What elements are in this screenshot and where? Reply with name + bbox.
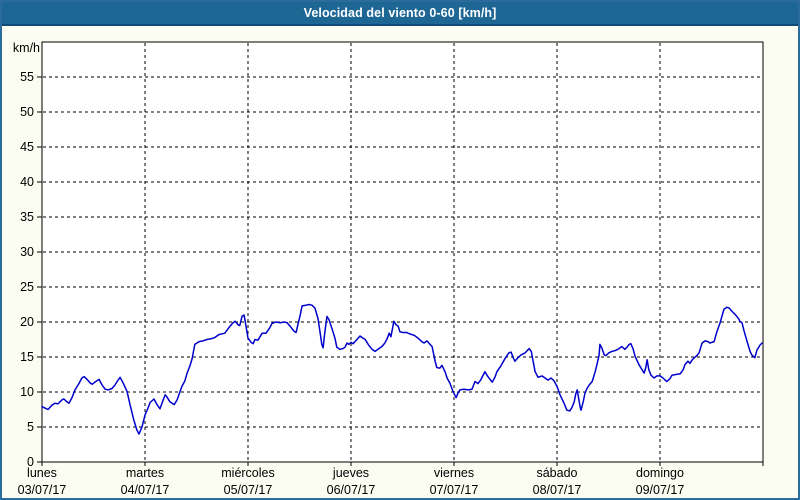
x-date-label: 05/07/17 — [224, 483, 273, 497]
x-day-label: martes — [126, 466, 164, 480]
y-tick-label: 55 — [20, 70, 34, 84]
y-tick-label: 15 — [20, 350, 34, 364]
x-date-label: 09/07/17 — [636, 483, 685, 497]
x-date-label: 03/07/17 — [18, 483, 67, 497]
y-tick-label: 25 — [20, 280, 34, 294]
x-day-label: miércoles — [221, 466, 275, 480]
plot-area — [41, 41, 764, 463]
wind-speed-line — [41, 303, 763, 435]
x-date-label: 07/07/17 — [430, 483, 479, 497]
x-day-label: lunes — [27, 466, 57, 480]
x-day-label: jueves — [332, 466, 369, 480]
x-date-label: 06/07/17 — [327, 483, 376, 497]
y-axis-unit-label: km/h — [13, 41, 40, 55]
y-tick-label: 30 — [20, 245, 34, 259]
chart-title: Velocidad del viento 0-60 [km/h] — [303, 6, 497, 20]
y-tick-label: 10 — [20, 385, 34, 399]
x-day-label: viernes — [434, 466, 474, 480]
y-tick-label: 20 — [20, 315, 34, 329]
x-date-label: 04/07/17 — [121, 483, 170, 497]
x-date-label: 08/07/17 — [533, 483, 582, 497]
x-day-label: sábado — [536, 466, 577, 480]
y-tick-label: 50 — [20, 105, 34, 119]
y-tick-label: 45 — [20, 140, 34, 154]
y-tick-label: 0 — [27, 455, 34, 469]
x-day-label: domingo — [636, 466, 684, 480]
chart-title-bar: Velocidad del viento 0-60 [km/h] — [2, 2, 798, 26]
y-tick-label: 35 — [20, 210, 34, 224]
y-tick-label: 5 — [27, 420, 34, 434]
y-tick-label: 40 — [20, 175, 34, 189]
